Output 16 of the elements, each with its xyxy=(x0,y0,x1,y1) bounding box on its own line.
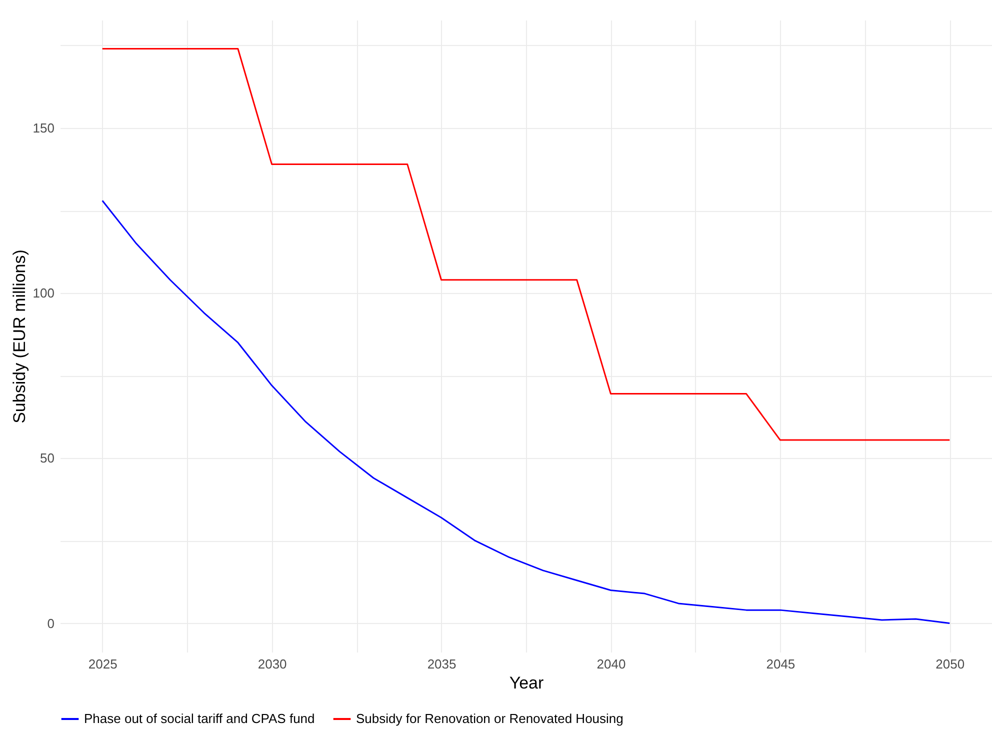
y-tick-label: 0 xyxy=(47,616,54,631)
x-axis-title: Year xyxy=(509,674,544,692)
x-tick-label: 2025 xyxy=(88,656,118,672)
y-axis-title: Subsidy (EUR millions) xyxy=(10,250,29,424)
legend-label: Subsidy for Renovation or Renovated Housing xyxy=(356,711,624,726)
y-tick-label: 100 xyxy=(32,286,54,301)
x-tick-label: 2035 xyxy=(427,656,456,672)
line-series xyxy=(102,48,950,441)
line-series xyxy=(102,200,950,624)
x-tick-label: 2045 xyxy=(766,656,796,672)
x-tick-label: 2030 xyxy=(258,656,287,672)
x-tick-label: 2040 xyxy=(596,656,626,672)
legend-label: Phase out of social tariff and CPAS fund xyxy=(84,711,315,726)
x-tick-label: 2050 xyxy=(936,656,965,672)
y-tick-label: 50 xyxy=(40,450,54,466)
y-tick-label: 150 xyxy=(32,120,54,136)
